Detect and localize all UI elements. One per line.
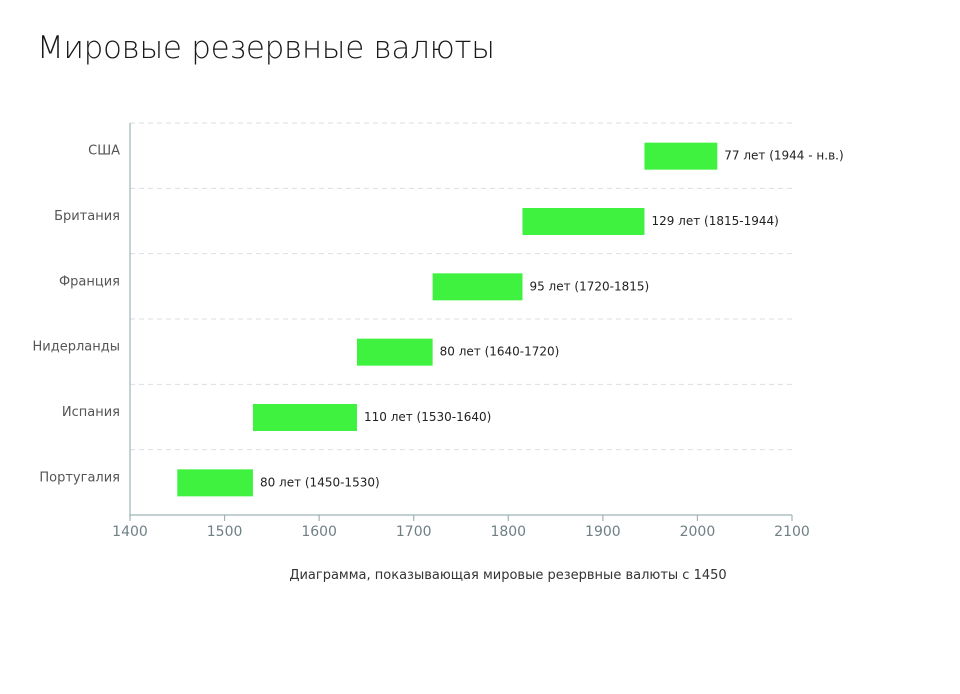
x-tick-label: 1700 [396, 524, 432, 540]
range-bar [644, 142, 718, 170]
x-tick-label: 1900 [585, 524, 621, 540]
x-tick-label: 1800 [490, 524, 526, 540]
x-tick-label: 1400 [112, 524, 148, 540]
bar-label: 80 лет (1640-1720) [440, 345, 560, 359]
x-tick-label: 1500 [207, 524, 243, 540]
category-label: Португалия [39, 470, 120, 485]
x-tick-label: 1600 [301, 524, 337, 540]
bar-label: 95 лет (1720-1815) [529, 279, 649, 293]
range-bar [356, 338, 433, 366]
range-bar [432, 273, 523, 301]
bar-label: 129 лет (1815-1944) [651, 214, 778, 228]
category-label: США [88, 144, 120, 159]
bar-label: 77 лет (1944 - н.в.) [724, 149, 843, 163]
bar-label: 110 лет (1530-1640) [364, 410, 491, 424]
range-bar [177, 469, 253, 497]
category-label: Франция [59, 274, 120, 289]
x-tick-label: 2100 [774, 524, 810, 540]
category-label: Британия [54, 209, 120, 224]
chart-caption: Диаграмма, показывающая мировые резервны… [289, 568, 727, 583]
x-tick-label: 2000 [680, 524, 716, 540]
category-label: Испания [62, 405, 120, 420]
category-label: Нидерланды [33, 340, 121, 355]
range-bar [252, 404, 357, 431]
bar-label: 80 лет (1450-1530) [260, 475, 380, 489]
range-bar [522, 208, 645, 235]
chart-title: Мировые резервные валюты [37, 30, 495, 66]
